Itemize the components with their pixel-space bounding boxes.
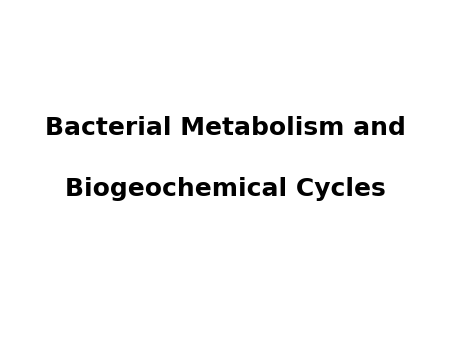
Text: Bacterial Metabolism and: Bacterial Metabolism and	[45, 116, 405, 141]
Text: Biogeochemical Cycles: Biogeochemical Cycles	[65, 177, 385, 201]
